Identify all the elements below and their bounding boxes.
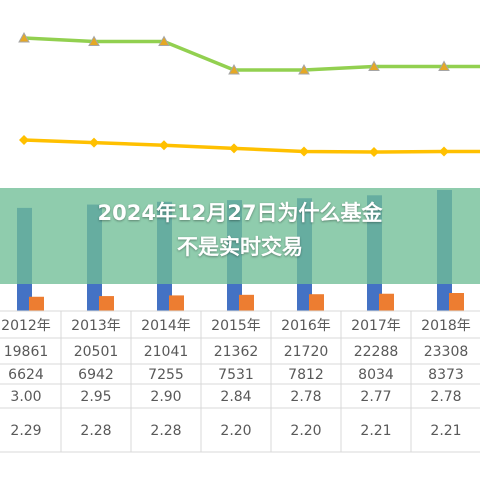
line-series-1-point-6 <box>438 60 450 71</box>
line-series-1-point-4 <box>298 63 310 75</box>
line-series-1 <box>23 36 480 72</box>
bar-series-2-5 <box>379 293 394 311</box>
line-series-2-point-6 <box>439 146 449 157</box>
table-cell-1-0: 6624 <box>8 367 44 383</box>
table-cell-2-3: 2.84 <box>220 389 251 405</box>
x-tick-label-4: 2016年 <box>281 318 331 334</box>
table-cell-2-1: 2.95 <box>80 389 111 405</box>
line-series-1-point-3 <box>228 63 240 75</box>
line-series-2-point-2 <box>159 140 169 151</box>
table-cell-2-4: 2.78 <box>290 389 321 405</box>
table-cell-2-5: 2.77 <box>360 389 391 405</box>
bar-series-2-1 <box>99 296 114 311</box>
overlay-title-line1: 2024年12月27日为什么基金 <box>97 201 383 225</box>
bar-series-2-4 <box>309 294 324 311</box>
table-cell-0-1: 20501 <box>74 344 119 360</box>
line-series-2-point-3 <box>229 143 239 154</box>
table-cell-2-6: 2.78 <box>430 389 461 405</box>
x-tick-label-2: 2014年 <box>141 318 191 334</box>
table-cell-0-5: 22288 <box>354 344 399 360</box>
table-cell-1-1: 6942 <box>78 367 114 383</box>
bar-series-2-2 <box>169 295 184 311</box>
bar-series-2-0 <box>29 296 44 311</box>
overlay-title: 2024年12月27日为什么基金 不是实时交易 <box>0 196 480 264</box>
table-cell-2-2: 2.90 <box>150 389 181 405</box>
table-cell-0-0: 19861 <box>4 344 49 360</box>
table-cell-3-2: 2.28 <box>150 423 181 439</box>
table-cell-0-6: 23308 <box>424 344 469 360</box>
table-cell-0-3: 21362 <box>214 344 259 360</box>
line-series-2-point-4 <box>299 146 309 157</box>
title-overlay-band <box>0 188 480 284</box>
table-cell-3-5: 2.21 <box>360 423 391 439</box>
table-cell-0-2: 21041 <box>144 344 189 360</box>
x-tick-label-3: 2015年 <box>211 318 261 334</box>
bar-series-2-3 <box>239 294 254 311</box>
table-cell-3-3: 2.20 <box>220 423 251 439</box>
line-series-1-point-0 <box>18 31 30 43</box>
table-cell-1-5: 8034 <box>358 367 394 383</box>
line-series-1-point-1 <box>88 35 100 47</box>
table-cell-1-4: 7812 <box>288 367 324 383</box>
bar-series-2-6 <box>449 293 464 311</box>
table-cell-1-6: 8373 <box>428 367 464 383</box>
table-cell-2-0: 3.00 <box>10 389 41 405</box>
table-cell-3-0: 2.29 <box>10 423 41 439</box>
line-series-1-point-2 <box>158 35 170 47</box>
x-tick-label-0: 2012年 <box>1 318 51 334</box>
table-cell-1-2: 7255 <box>148 367 184 383</box>
x-tick-label-1: 2013年 <box>71 318 121 334</box>
table-cell-3-4: 2.20 <box>290 423 321 439</box>
line-series-1-point-5 <box>368 60 380 71</box>
line-series-2-point-5 <box>369 147 379 157</box>
line-series-2 <box>23 138 480 154</box>
line-series-2-point-1 <box>89 137 99 148</box>
table-cell-0-4: 21720 <box>284 344 329 360</box>
overlay-title-line2: 不是实时交易 <box>177 235 303 259</box>
x-tick-label-6: 2018年 <box>421 318 471 334</box>
table-cell-3-1: 2.28 <box>80 423 111 439</box>
line-series-2-point-0 <box>19 135 29 145</box>
table-cell-3-6: 2.21 <box>430 423 461 439</box>
x-tick-label-5: 2017年 <box>351 318 401 334</box>
table-cell-1-3: 7531 <box>218 367 254 383</box>
